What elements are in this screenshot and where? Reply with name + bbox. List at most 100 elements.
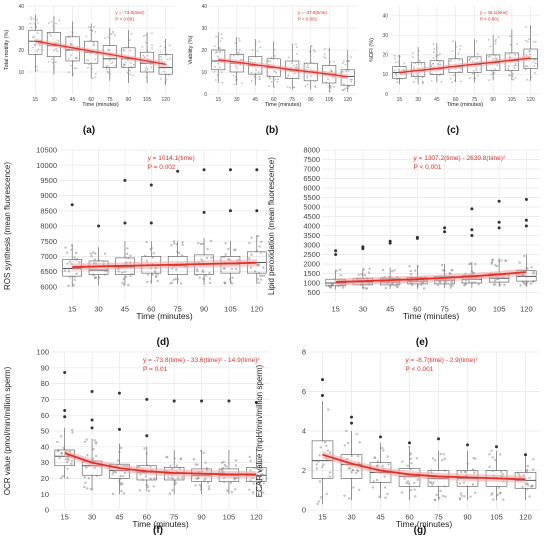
data-point [530, 266, 533, 269]
data-point [103, 273, 107, 276]
y-tick-label: 7000 [40, 252, 57, 261]
data-point [104, 269, 107, 273]
y-tick-label: 20 [41, 474, 49, 483]
data-point [439, 61, 441, 64]
data-point [202, 278, 206, 281]
data-point [352, 486, 355, 489]
outlier-point [254, 401, 258, 405]
data-point [198, 483, 202, 487]
data-point [94, 76, 97, 79]
data-point [315, 467, 319, 470]
data-point [149, 280, 153, 283]
chart-panel-6: 0 10 20 30 40 50 60 70 80 90 100 15 30 45 60 75 90 105 120… [3, 348, 270, 536]
outlier-point [415, 236, 419, 240]
data-point [405, 481, 408, 485]
data-point [473, 281, 476, 284]
data-point [490, 69, 493, 72]
data-point [250, 80, 253, 82]
y-tick-label: 40 [18, 4, 24, 10]
data-point [167, 476, 170, 479]
data-point [70, 244, 74, 247]
data-point [66, 262, 69, 265]
data-point [420, 283, 423, 287]
data-point [199, 488, 203, 491]
data-point [408, 265, 411, 268]
data-point [267, 60, 270, 62]
data-point [47, 61, 50, 63]
data-point [145, 41, 147, 44]
data-point [164, 40, 167, 43]
data-point [525, 471, 528, 474]
data-point [460, 494, 463, 497]
data-point [170, 281, 174, 284]
data-point [75, 251, 78, 255]
data-point [63, 269, 67, 272]
data-point [408, 482, 411, 486]
data-point [439, 452, 442, 456]
data-point [164, 81, 167, 84]
x-tick-label: 105 [490, 513, 503, 522]
data-point [296, 53, 298, 55]
data-point [170, 244, 173, 247]
data-point [224, 253, 227, 256]
data-point [314, 86, 317, 88]
data-point [491, 258, 494, 261]
outlier-point [495, 445, 498, 449]
data-point [162, 70, 165, 73]
data-point [529, 79, 531, 82]
data-point [260, 240, 263, 244]
fit-equation: y = -37.9(time) [298, 10, 328, 15]
data-point [310, 45, 313, 48]
data-point [333, 278, 337, 281]
data-point [104, 37, 106, 40]
data-point [215, 35, 218, 38]
data-point [467, 280, 471, 283]
fit-line [399, 57, 531, 74]
data-point [293, 64, 296, 67]
data-point [62, 446, 66, 450]
data-point [437, 59, 440, 62]
data-point [367, 271, 371, 274]
y-tick-label: 80 [41, 379, 49, 388]
data-point [75, 57, 78, 60]
data-point [287, 74, 290, 77]
data-point [416, 265, 419, 268]
data-point [220, 33, 223, 36]
data-point [229, 481, 233, 485]
data-point [417, 50, 420, 52]
data-point [254, 42, 257, 45]
data-point [141, 478, 144, 482]
data-point [233, 83, 236, 86]
data-point [356, 454, 360, 458]
data-point [37, 22, 39, 24]
data-point [529, 53, 531, 56]
data-point [357, 273, 360, 276]
data-point [476, 53, 479, 55]
data-point [87, 66, 89, 69]
data-point [258, 481, 262, 484]
data-point [262, 491, 265, 494]
x-tick-label: 75 [440, 305, 448, 314]
data-point [36, 69, 39, 72]
data-point [89, 26, 92, 29]
data-point [409, 489, 413, 492]
data-point [319, 446, 322, 449]
y-axis-title: ECAR value (mpH/min/million sperm) [255, 364, 264, 497]
data-point [494, 40, 497, 43]
data-point [75, 258, 78, 262]
data-point [108, 59, 111, 61]
data-point [399, 55, 401, 58]
data-point [291, 62, 293, 64]
data-point [534, 62, 537, 65]
data-point [83, 440, 87, 444]
data-point [121, 281, 124, 285]
data-point [329, 85, 332, 87]
data-point [508, 65, 510, 67]
data-point [55, 22, 57, 25]
data-point [250, 236, 253, 239]
outlier-point [228, 168, 232, 172]
outlier-point [63, 415, 67, 419]
x-tick-label: 60 [453, 97, 459, 103]
data-point [528, 495, 531, 498]
data-point [75, 67, 77, 70]
